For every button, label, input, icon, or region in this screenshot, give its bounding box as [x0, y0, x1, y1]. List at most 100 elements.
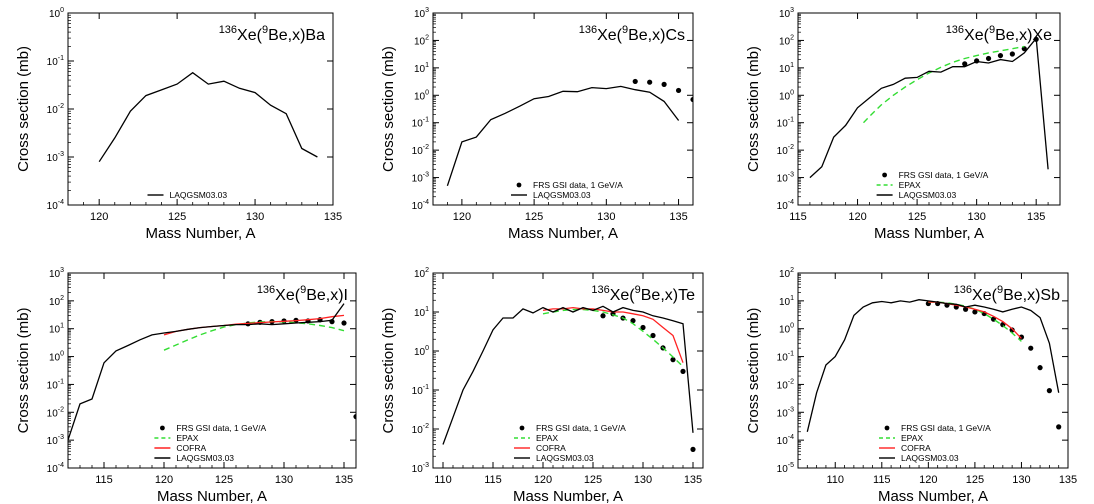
plot-area	[442, 305, 696, 452]
y-tick-label: 101	[414, 306, 429, 319]
legend-item: LAQGSM03.03	[879, 453, 959, 463]
legend-item: EPAX	[154, 433, 199, 443]
y-axis-label: Cross section (mb)	[15, 308, 32, 434]
panel-6: 110 115 120 125 130 13510-510-410-310-210-110…	[745, 267, 1077, 504]
x-axis-label: Mass Number, A	[878, 488, 988, 504]
legend-marker	[516, 182, 522, 188]
x-tick-label: 130	[1012, 474, 1030, 486]
legend-item: EPAX	[879, 433, 923, 443]
panel-2: 120 125 130 135 10-4 10-3 10-2 10-1 100 101 102 103…	[380, 7, 694, 242]
y-tick-label: 10-2	[777, 378, 794, 391]
panel-3: 115 120 125 130 135 10-4 10-3 10-2 10-1 100 101 102…	[745, 7, 1061, 242]
x-tick-label: 130	[967, 211, 985, 223]
data-point	[661, 81, 667, 87]
legend: FRS GSI data, 1 GeV/AEPAXCOFRALAQGSM03.0…	[154, 423, 266, 463]
legend-item: LAQGSM03.03	[514, 453, 594, 463]
y-tick-label: 102	[49, 295, 64, 308]
legend-item: COFRA	[879, 443, 931, 453]
y-tick-label: 10-3	[412, 462, 429, 475]
y-tick-label: 10-2	[47, 103, 64, 116]
data-point	[670, 357, 676, 363]
x-tick-label: 125	[525, 211, 543, 223]
x-tick-label: 115	[484, 474, 502, 486]
series-line-cofra	[928, 301, 1022, 339]
x-tick-label: 130	[634, 474, 652, 486]
panel-title: 136Xe(9Be,x)Xe	[946, 24, 1052, 44]
y-axis-label: Cross section (mb)	[745, 46, 762, 172]
x-tick-label: 110	[434, 474, 452, 486]
x-tick-label: 125	[168, 211, 186, 223]
x-tick-label: 135	[1027, 211, 1045, 223]
series-line-laqgsm03-03	[446, 85, 680, 187]
x-tick-label: 135	[669, 211, 687, 223]
legend-item: LAQGSM03.03	[147, 190, 228, 200]
y-axis-label: Cross section (mb)	[380, 308, 397, 434]
y-tick-label: 10-4	[777, 434, 794, 447]
y-tick-label: 10-2	[412, 144, 429, 157]
y-tick-label: 10-1	[777, 117, 794, 130]
y-axis-ticks: 10-4 10-3 10-2 10-1 100 101 102 103	[777, 7, 1060, 212]
data-point	[1028, 345, 1034, 351]
legend: FRS GSI data, 1 GeV/AEPAXCOFRALAQGSM03.0…	[879, 423, 991, 463]
legend-item: COFRA	[154, 443, 206, 453]
y-axis-ticks: 10-4 10-3 10-2 10-1 100	[47, 7, 333, 212]
x-axis-ticks: 120 125 130 135	[432, 13, 694, 223]
legend-label: FRS GSI data, 1 GeV/A	[533, 180, 623, 190]
x-axis-ticks: 110 115 120 125 130 135	[797, 273, 1077, 486]
y-axis-ticks: 10-4 10-3 10-2 10-1 100 101 102 103	[412, 7, 693, 212]
y-tick-label: 10-2	[777, 144, 794, 157]
panel-1: 120 125 130 135 10-4 10-3 10-2 10-1 100 Mass Numb…	[15, 7, 342, 242]
x-tick-label: 135	[1059, 474, 1077, 486]
data-point	[647, 79, 653, 85]
legend-label: EPAX	[176, 433, 198, 443]
legend-label: EPAX	[899, 180, 921, 190]
y-tick-label: 10-3	[777, 406, 794, 419]
legend-label: LAQGSM03.03	[170, 190, 228, 200]
legend-item: FRS GSI data, 1 GeV/A	[160, 423, 266, 433]
y-tick-label: 100	[779, 323, 794, 336]
legend-label: LAQGSM03.03	[901, 453, 959, 463]
x-tick-label: 125	[908, 211, 926, 223]
legend-label: FRS GSI data, 1 GeV/A	[901, 423, 991, 433]
plot-area	[98, 71, 318, 163]
legend-label: FRS GSI data, 1 GeV/A	[536, 423, 626, 433]
x-axis-label: Mass Number, A	[145, 225, 255, 242]
legend-label: COFRA	[176, 443, 206, 453]
data-point	[600, 313, 606, 319]
data-point	[1009, 51, 1015, 57]
y-tick-label: 102	[414, 34, 429, 47]
legend-label: LAQGSM03.03	[536, 453, 594, 463]
y-tick-label: 101	[49, 323, 64, 336]
data-point	[985, 55, 992, 62]
series-frs-gsi-data-1-gev-a	[632, 78, 693, 103]
panel-title: 136Xe(9Be,x)Ba	[219, 24, 325, 44]
data-point	[640, 324, 646, 331]
legend-label: EPAX	[536, 433, 558, 443]
x-axis-ticks: 115 120 125 130 135	[67, 273, 357, 486]
data-point	[675, 87, 682, 94]
y-tick-label: 100	[414, 345, 429, 358]
y-axis-label: Cross section (mb)	[745, 308, 762, 434]
panel-5: 110 115 120 125 130 135 10-3 10-2 10-1 100 101 102 M…	[380, 267, 704, 504]
x-tick-label: 125	[966, 474, 984, 486]
series-line-laqgsm03-03	[68, 303, 345, 441]
y-tick-label: 100	[779, 89, 794, 102]
y-tick-label: 102	[779, 34, 794, 47]
y-tick-label: 10-5	[777, 462, 794, 475]
series-line-laqgsm03-03	[442, 305, 694, 445]
data-point	[690, 446, 696, 452]
plot-frame	[432, 272, 704, 469]
x-tick-label: 110	[826, 474, 844, 486]
y-axis-ticks: 10-4 10-3 10-2 10-1 100 101 102 103	[47, 267, 356, 475]
plot-area	[809, 36, 1049, 179]
y-tick-label: 10-3	[412, 172, 429, 185]
x-axis-ticks: 120 125 130 135	[67, 13, 342, 223]
x-tick-label: 135	[324, 211, 342, 223]
series-line-epax	[928, 301, 1022, 342]
legend-label: FRS GSI data, 1 GeV/A	[899, 170, 989, 180]
legend-label: EPAX	[901, 433, 923, 443]
legend-label: LAQGSM03.03	[533, 190, 591, 200]
